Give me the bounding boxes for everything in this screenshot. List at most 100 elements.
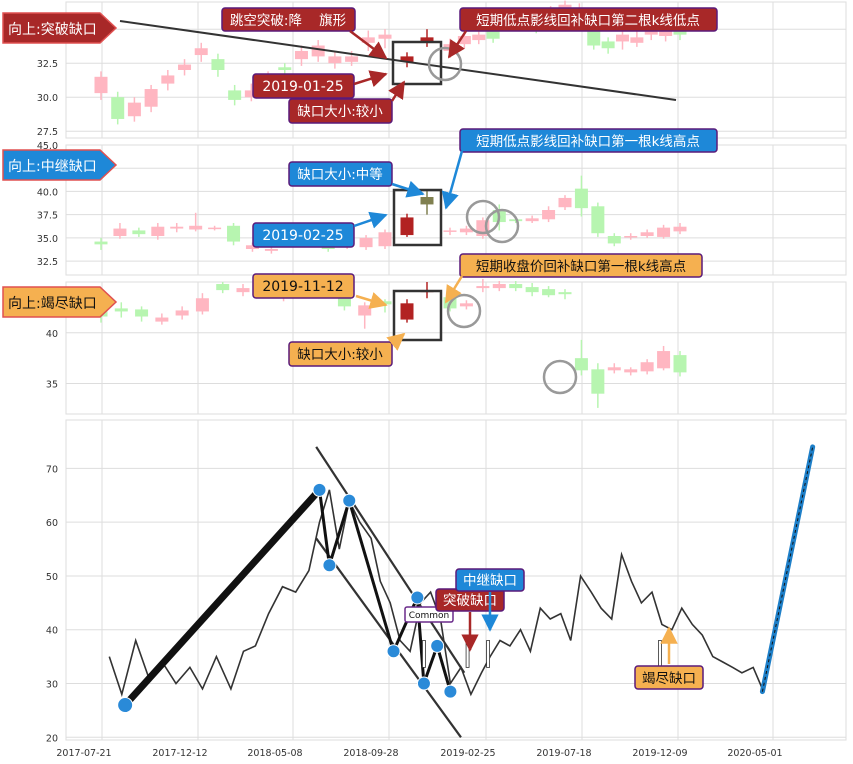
- runaway-tag-text: 向上:中继缺口: [8, 159, 97, 175]
- breakaway-gap-box: [391, 40, 443, 86]
- breakaway-trendline: [119, 20, 677, 101]
- panel-exhaustion-gap-candle-0: [400, 303, 414, 320]
- panel-runaway-candle-27: [624, 236, 638, 238]
- panel-runaway-candle-23: [558, 197, 572, 208]
- panel-breakaway-candle-16: [361, 37, 375, 43]
- panel-breakaway-candle-12: [294, 50, 308, 60]
- panel-runaway-ytick-4: 35.0: [37, 234, 58, 245]
- panel-breakaway-candle-0: [94, 76, 108, 94]
- panel-exhaustion-candle-22: [558, 292, 572, 295]
- panel-runaway-ytick-5: 32.5: [37, 257, 58, 268]
- panel-runaway-candle-1: [113, 228, 127, 236]
- panel-runaway-candle-6: [208, 227, 222, 230]
- panel-exhaustion-candle-4: [175, 310, 189, 316]
- main-gap-marker-1: [465, 640, 470, 668]
- main-pivot-dot-0: [117, 697, 134, 714]
- panel-runaway-ytick-2: 40.0: [37, 187, 58, 198]
- exhaustion-tag-text: 向上:竭尽缺口: [8, 296, 97, 312]
- panel-breakaway-candle-32: [644, 29, 658, 35]
- panel-breakaway-candle-11: [278, 67, 292, 70]
- main-price-line: [108, 489, 764, 698]
- main-xtick-7: 2020-05-01: [727, 748, 782, 759]
- panel-exhaustion-ytick-1: 35: [46, 380, 58, 391]
- runaway-fill-text: 短期低点影线回补缺口第一根k线高点: [476, 133, 700, 150]
- panel-exhaustion-candle-18: [492, 284, 506, 289]
- panel-exhaustion-candle-3: [155, 317, 169, 322]
- breakaway-size-arrow: [388, 80, 406, 102]
- panel-runaway-candle-4: [170, 226, 184, 229]
- breakaway-fill-arrow: [447, 30, 468, 59]
- breakaway-pattern-text: 跳空突破:降 旗形: [230, 13, 347, 29]
- panel-breakaway-candle-20: [472, 34, 486, 41]
- exhaustion-size-arrow: [386, 332, 406, 351]
- panel-runaway-candle-29: [657, 227, 671, 237]
- panel-runaway-gap-candle-0: [400, 217, 414, 236]
- runaway-tag-shape: [2, 149, 118, 181]
- panel-runaway-candle-7: [227, 225, 241, 242]
- runaway-fill-box: [459, 128, 718, 153]
- main-ytick-1: 60: [46, 518, 58, 529]
- main-runaway-box: [455, 568, 525, 592]
- runaway-fill-arrow: [441, 150, 464, 210]
- main-pivot-dot-4: [386, 644, 401, 659]
- exhaustion-date-arrow: [355, 292, 388, 309]
- panel-breakaway-candle-3: [144, 89, 158, 107]
- main-pivot-dot-3: [342, 493, 357, 508]
- breakaway-size-text: 缺口大小:较小: [297, 104, 383, 120]
- panel-exhaustion-candle-26: [624, 369, 638, 373]
- main-xtick-3: 2018-09-28: [343, 748, 398, 759]
- main-xtick-0: 2017-07-21: [56, 748, 111, 759]
- exhaustion-gap-box: [392, 289, 443, 342]
- exhaustion-tag-shape: [2, 286, 118, 318]
- main-forecast-line: [759, 444, 816, 695]
- exhaustion-tag: 向上:竭尽缺口: [2, 286, 118, 318]
- panel-exhaustion-candle-27: [640, 362, 654, 372]
- runaway-fill-circle-1: [465, 199, 501, 235]
- runaway-date-text: 2019-02-25: [262, 228, 343, 244]
- exhaustion-size-box: [288, 341, 393, 367]
- exhaustion-date-callout: 2019-11-12: [252, 273, 355, 299]
- panel-exhaustion-candle-16: [459, 303, 473, 307]
- panel-exhaustion-candle-24: [591, 369, 605, 394]
- panel-breakaway-candle-34: [673, 29, 687, 35]
- panel-breakaway-candle-30: [616, 34, 629, 42]
- main-pivot-dot-7: [430, 638, 445, 653]
- breakaway-pattern-callout: 跳空突破:降 旗形: [221, 7, 356, 32]
- breakaway-pattern-arrow: [349, 30, 388, 60]
- main-ytick-3: 40: [46, 626, 58, 637]
- breakaway-pattern-box: [221, 7, 356, 32]
- panel-runaway-candle-30: [673, 226, 687, 232]
- breakaway-date-box: [252, 73, 355, 99]
- panel-breakaway-candle-31: [630, 37, 644, 43]
- panel-breakaway-candle-1: [111, 97, 125, 119]
- runaway-fill-circle-2: [484, 208, 520, 244]
- runaway-date-arrow: [353, 211, 388, 229]
- runaway-tag: 向上:中继缺口: [2, 149, 118, 181]
- breakaway-date-callout: 2019-01-25: [252, 73, 355, 99]
- main-ytick-2: 50: [46, 572, 58, 583]
- breakaway-size-box: [288, 98, 393, 124]
- panel-exhaustion-candle-7: [236, 288, 250, 293]
- panel-exhaustion-candle-29: [673, 355, 687, 373]
- panel-runaway-candle-0: [94, 241, 108, 245]
- panel-runaway-candle-5: [189, 225, 203, 230]
- panel-exhaustion-candle-2: [135, 309, 149, 317]
- panel-exhaustion-candle-20: [525, 287, 539, 293]
- exhaustion-fill-arrow: [444, 275, 464, 304]
- main-ytick-0: 70: [46, 464, 58, 475]
- panel-exhaustion-candle-28: [657, 351, 671, 369]
- panel-breakaway-gap-candle-0: [400, 56, 414, 62]
- breakaway-fill-box: [459, 7, 718, 32]
- runaway-size-callout: 缺口大小:中等: [288, 161, 393, 187]
- breakaway-tag-text: 向上:突破缺口: [8, 22, 97, 38]
- panel-runaway-candle-2: [132, 230, 146, 235]
- panel-breakaway-candle-13: [311, 45, 325, 57]
- panel-exhaustion-candle-17: [476, 286, 490, 289]
- runaway-date-callout: 2019-02-25: [252, 222, 355, 248]
- main-xtick-4: 2019-02-25: [440, 748, 495, 759]
- runaway-date-box: [252, 222, 355, 248]
- main-ytick-4: 30: [46, 680, 58, 691]
- main-common-text: Common: [409, 611, 450, 621]
- breakaway-date-arrow: [353, 70, 388, 88]
- panel-frame-runaway: [65, 144, 847, 276]
